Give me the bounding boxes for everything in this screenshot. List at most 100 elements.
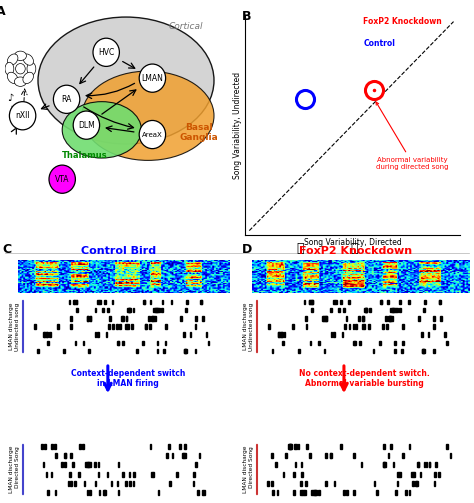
Bar (419, 472, 421, 477)
Bar (428, 332, 429, 337)
Bar (429, 462, 430, 467)
Bar (90, 316, 91, 320)
Bar (126, 316, 128, 320)
Bar (202, 490, 203, 495)
Text: LMAN: LMAN (141, 73, 164, 82)
Bar (95, 481, 96, 486)
Bar (418, 462, 419, 467)
Bar (70, 453, 72, 458)
Bar (150, 444, 152, 449)
Bar (195, 324, 196, 329)
Bar (70, 481, 72, 486)
Text: LMAN discharge
Directed Song: LMAN discharge Directed Song (243, 446, 254, 493)
Bar (402, 324, 404, 329)
Bar (169, 481, 171, 486)
Bar (433, 324, 435, 329)
Ellipse shape (14, 77, 27, 87)
Bar (362, 316, 364, 320)
Bar (51, 444, 53, 449)
Bar (383, 462, 384, 467)
Ellipse shape (62, 102, 141, 158)
Bar (289, 444, 291, 449)
Bar (306, 444, 308, 449)
Bar (159, 308, 160, 312)
Bar (74, 341, 76, 345)
Text: LMAN discharge
Undirected song: LMAN discharge Undirected song (243, 302, 254, 351)
Bar (102, 308, 104, 312)
Bar (275, 462, 277, 467)
Bar (394, 349, 396, 353)
Bar (435, 462, 437, 467)
Bar (387, 300, 389, 304)
Bar (348, 300, 350, 304)
Bar (291, 444, 292, 449)
Bar (333, 332, 335, 337)
Bar (142, 341, 144, 345)
Bar (46, 332, 48, 337)
Bar (144, 300, 145, 304)
Text: HVC: HVC (98, 48, 114, 57)
Bar (133, 308, 134, 312)
Bar (343, 308, 345, 312)
Bar (281, 332, 283, 337)
Bar (64, 453, 65, 458)
Bar (131, 324, 133, 329)
Bar (330, 308, 332, 312)
Bar (446, 444, 448, 449)
Bar (392, 308, 393, 312)
Bar (118, 341, 119, 345)
Bar (314, 490, 316, 495)
Bar (165, 341, 166, 345)
Text: Abnormal variability
during directed song: Abnormal variability during directed son… (376, 102, 449, 170)
Bar (434, 481, 436, 486)
Bar (388, 316, 390, 320)
Ellipse shape (5, 62, 14, 75)
Bar (346, 490, 348, 495)
Bar (76, 300, 77, 304)
Text: DLM: DLM (78, 121, 95, 130)
Bar (69, 472, 71, 477)
Bar (128, 472, 130, 477)
Text: B: B (242, 10, 252, 23)
Bar (71, 324, 72, 329)
Ellipse shape (27, 62, 36, 75)
Bar (151, 316, 153, 320)
Bar (90, 316, 91, 320)
Bar (359, 316, 360, 320)
Bar (87, 316, 89, 320)
Bar (283, 472, 284, 477)
Text: FoxP2 Knockdown: FoxP2 Knockdown (363, 17, 442, 26)
Bar (98, 472, 100, 477)
Bar (84, 481, 85, 486)
Bar (195, 316, 197, 320)
Bar (272, 490, 274, 495)
Bar (171, 300, 172, 304)
Bar (126, 324, 127, 329)
Bar (162, 300, 164, 304)
Bar (82, 444, 84, 449)
Bar (414, 472, 415, 477)
Bar (408, 300, 410, 304)
Bar (392, 316, 393, 320)
Bar (348, 324, 350, 329)
Bar (305, 316, 307, 320)
Bar (98, 462, 100, 467)
Bar (362, 324, 364, 329)
Bar (90, 490, 91, 495)
Bar (334, 481, 336, 486)
Ellipse shape (38, 17, 214, 144)
Bar (43, 462, 45, 467)
Bar (185, 453, 186, 458)
Bar (164, 349, 165, 353)
Bar (200, 300, 202, 304)
Bar (300, 481, 302, 486)
Bar (129, 481, 130, 486)
Bar (311, 308, 313, 312)
Bar (426, 462, 428, 467)
Ellipse shape (23, 54, 34, 65)
Bar (381, 300, 383, 304)
Bar (67, 481, 69, 486)
Text: 🐦: 🐦 (296, 242, 304, 255)
Bar (433, 316, 435, 320)
Bar (190, 332, 191, 337)
